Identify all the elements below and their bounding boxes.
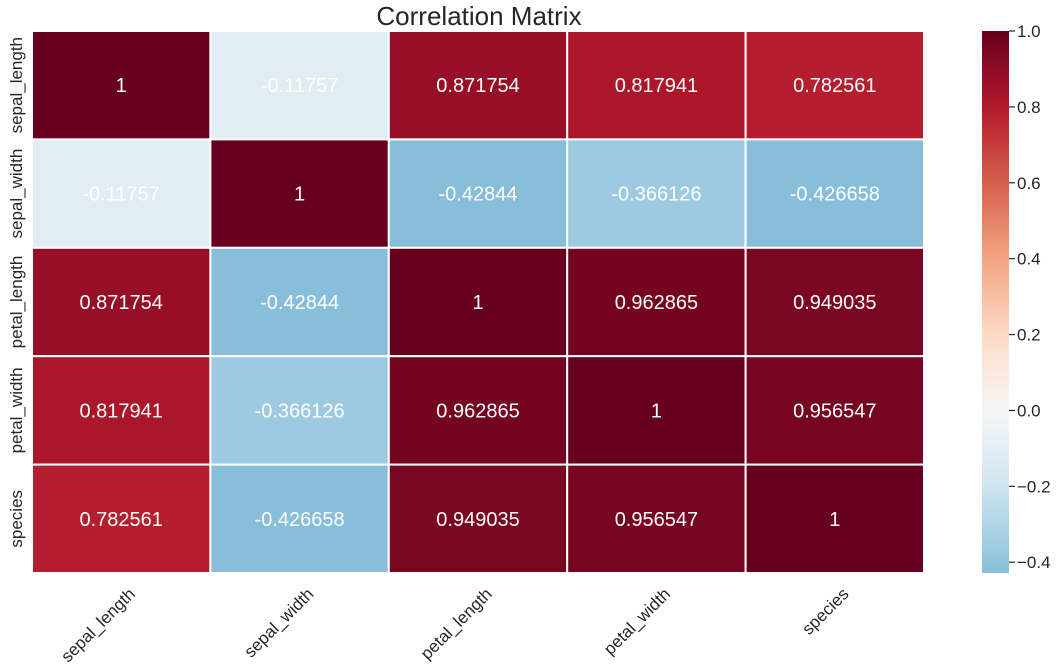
heatmap-annotations: 1 -0.11757 0.871754 0.817941 0.782561 -0.1175… <box>79 75 879 531</box>
heatmap-cells <box>31 30 925 575</box>
heatmap-cell <box>387 463 569 575</box>
cell-annotation: 0.962865 <box>436 400 519 422</box>
cell-annotation: 0.782561 <box>793 75 876 97</box>
colorbar-tick-label: 0.4 <box>1017 250 1041 269</box>
cell-annotation: 0.871754 <box>436 75 519 97</box>
x-tick-label: sepal_length <box>57 584 139 666</box>
x-tick-label: species <box>798 584 852 638</box>
heatmap-cell <box>566 30 747 141</box>
colorbar-tick-label: 0.6 <box>1017 174 1041 193</box>
y-axis: sepal_length sepal_width petal_lengthpetal… <box>7 37 26 548</box>
colorbar: −0.4 −0.2 0.0 0.2 0.4 0.6 0.8 1.0 <box>982 22 1051 573</box>
heatmap-cell <box>209 463 390 575</box>
heatmap-cell <box>387 355 569 466</box>
heatmap-cell <box>209 355 390 466</box>
cell-annotation: -0.366126 <box>255 400 345 422</box>
cell-annotation: 0.817941 <box>79 400 162 422</box>
x-axis: sepal_length sepal_width petal_length petal… <box>57 584 852 666</box>
heatmap-cell <box>31 463 212 575</box>
cell-annotation: -0.42844 <box>260 292 339 314</box>
heatmap-cell <box>744 463 925 575</box>
heatmap-cell <box>387 30 569 141</box>
cell-annotation: 0.956547 <box>615 509 698 531</box>
chart-title: Correlation Matrix <box>376 1 581 31</box>
cell-annotation: 1 <box>651 400 662 422</box>
cell-annotation: -0.366126 <box>611 184 701 206</box>
cell-annotation: 1 <box>116 75 127 97</box>
heatmap-cell <box>744 246 925 358</box>
heatmap-cell <box>566 246 747 358</box>
x-tick-label: sepal_width <box>241 584 318 661</box>
cell-annotation: 0.871754 <box>79 292 162 314</box>
cell-annotation: 0.956547 <box>793 400 876 422</box>
heatmap-cell <box>566 355 747 466</box>
cell-annotation: 1 <box>829 509 840 531</box>
cell-annotation: -0.11757 <box>82 184 159 206</box>
colorbar-tick-label: 0.0 <box>1017 401 1041 420</box>
cell-annotation: 0.949035 <box>436 509 519 531</box>
x-tick-label: petal_length <box>417 584 496 663</box>
heatmap-cell <box>31 138 212 249</box>
cell-annotation: 0.782561 <box>79 509 162 531</box>
colorbar-gradient <box>982 31 1009 573</box>
cell-annotation: 1 <box>472 292 483 314</box>
heatmap-cell <box>744 138 925 249</box>
y-tick-label: sepal_width <box>7 149 26 239</box>
y-tick-label: petal_length <box>7 256 26 349</box>
cell-annotation: -0.42844 <box>439 184 518 206</box>
cell-annotation: 0.949035 <box>793 292 876 314</box>
cell-annotation: 1 <box>294 184 305 206</box>
heatmap-cell <box>744 355 925 466</box>
heatmap-cell <box>387 138 569 249</box>
heatmap-cell <box>209 246 390 358</box>
heatmap-cell <box>31 30 212 141</box>
y-tick-label: petal_width <box>7 367 26 453</box>
cell-annotation: 0.817941 <box>615 75 698 97</box>
y-tick-label: sepal_length <box>7 37 26 133</box>
cell-annotation: -0.11757 <box>261 75 338 97</box>
colorbar-tick-label: −0.4 <box>1017 553 1051 572</box>
cell-annotation: 0.962865 <box>615 292 698 314</box>
heatmap-cell <box>209 30 390 141</box>
heatmap-cell <box>31 355 212 466</box>
cell-annotation: -0.426658 <box>255 509 345 531</box>
colorbar-tick-label: 0.2 <box>1017 326 1041 345</box>
x-tick-label: petal_width <box>600 584 674 658</box>
colorbar-tick-label: 1.0 <box>1017 22 1041 41</box>
y-tick-label: species <box>7 490 26 548</box>
colorbar-tick-label: 0.8 <box>1017 98 1041 117</box>
colorbar-tick-label: −0.2 <box>1017 477 1051 496</box>
cell-annotation: -0.426658 <box>790 184 880 206</box>
